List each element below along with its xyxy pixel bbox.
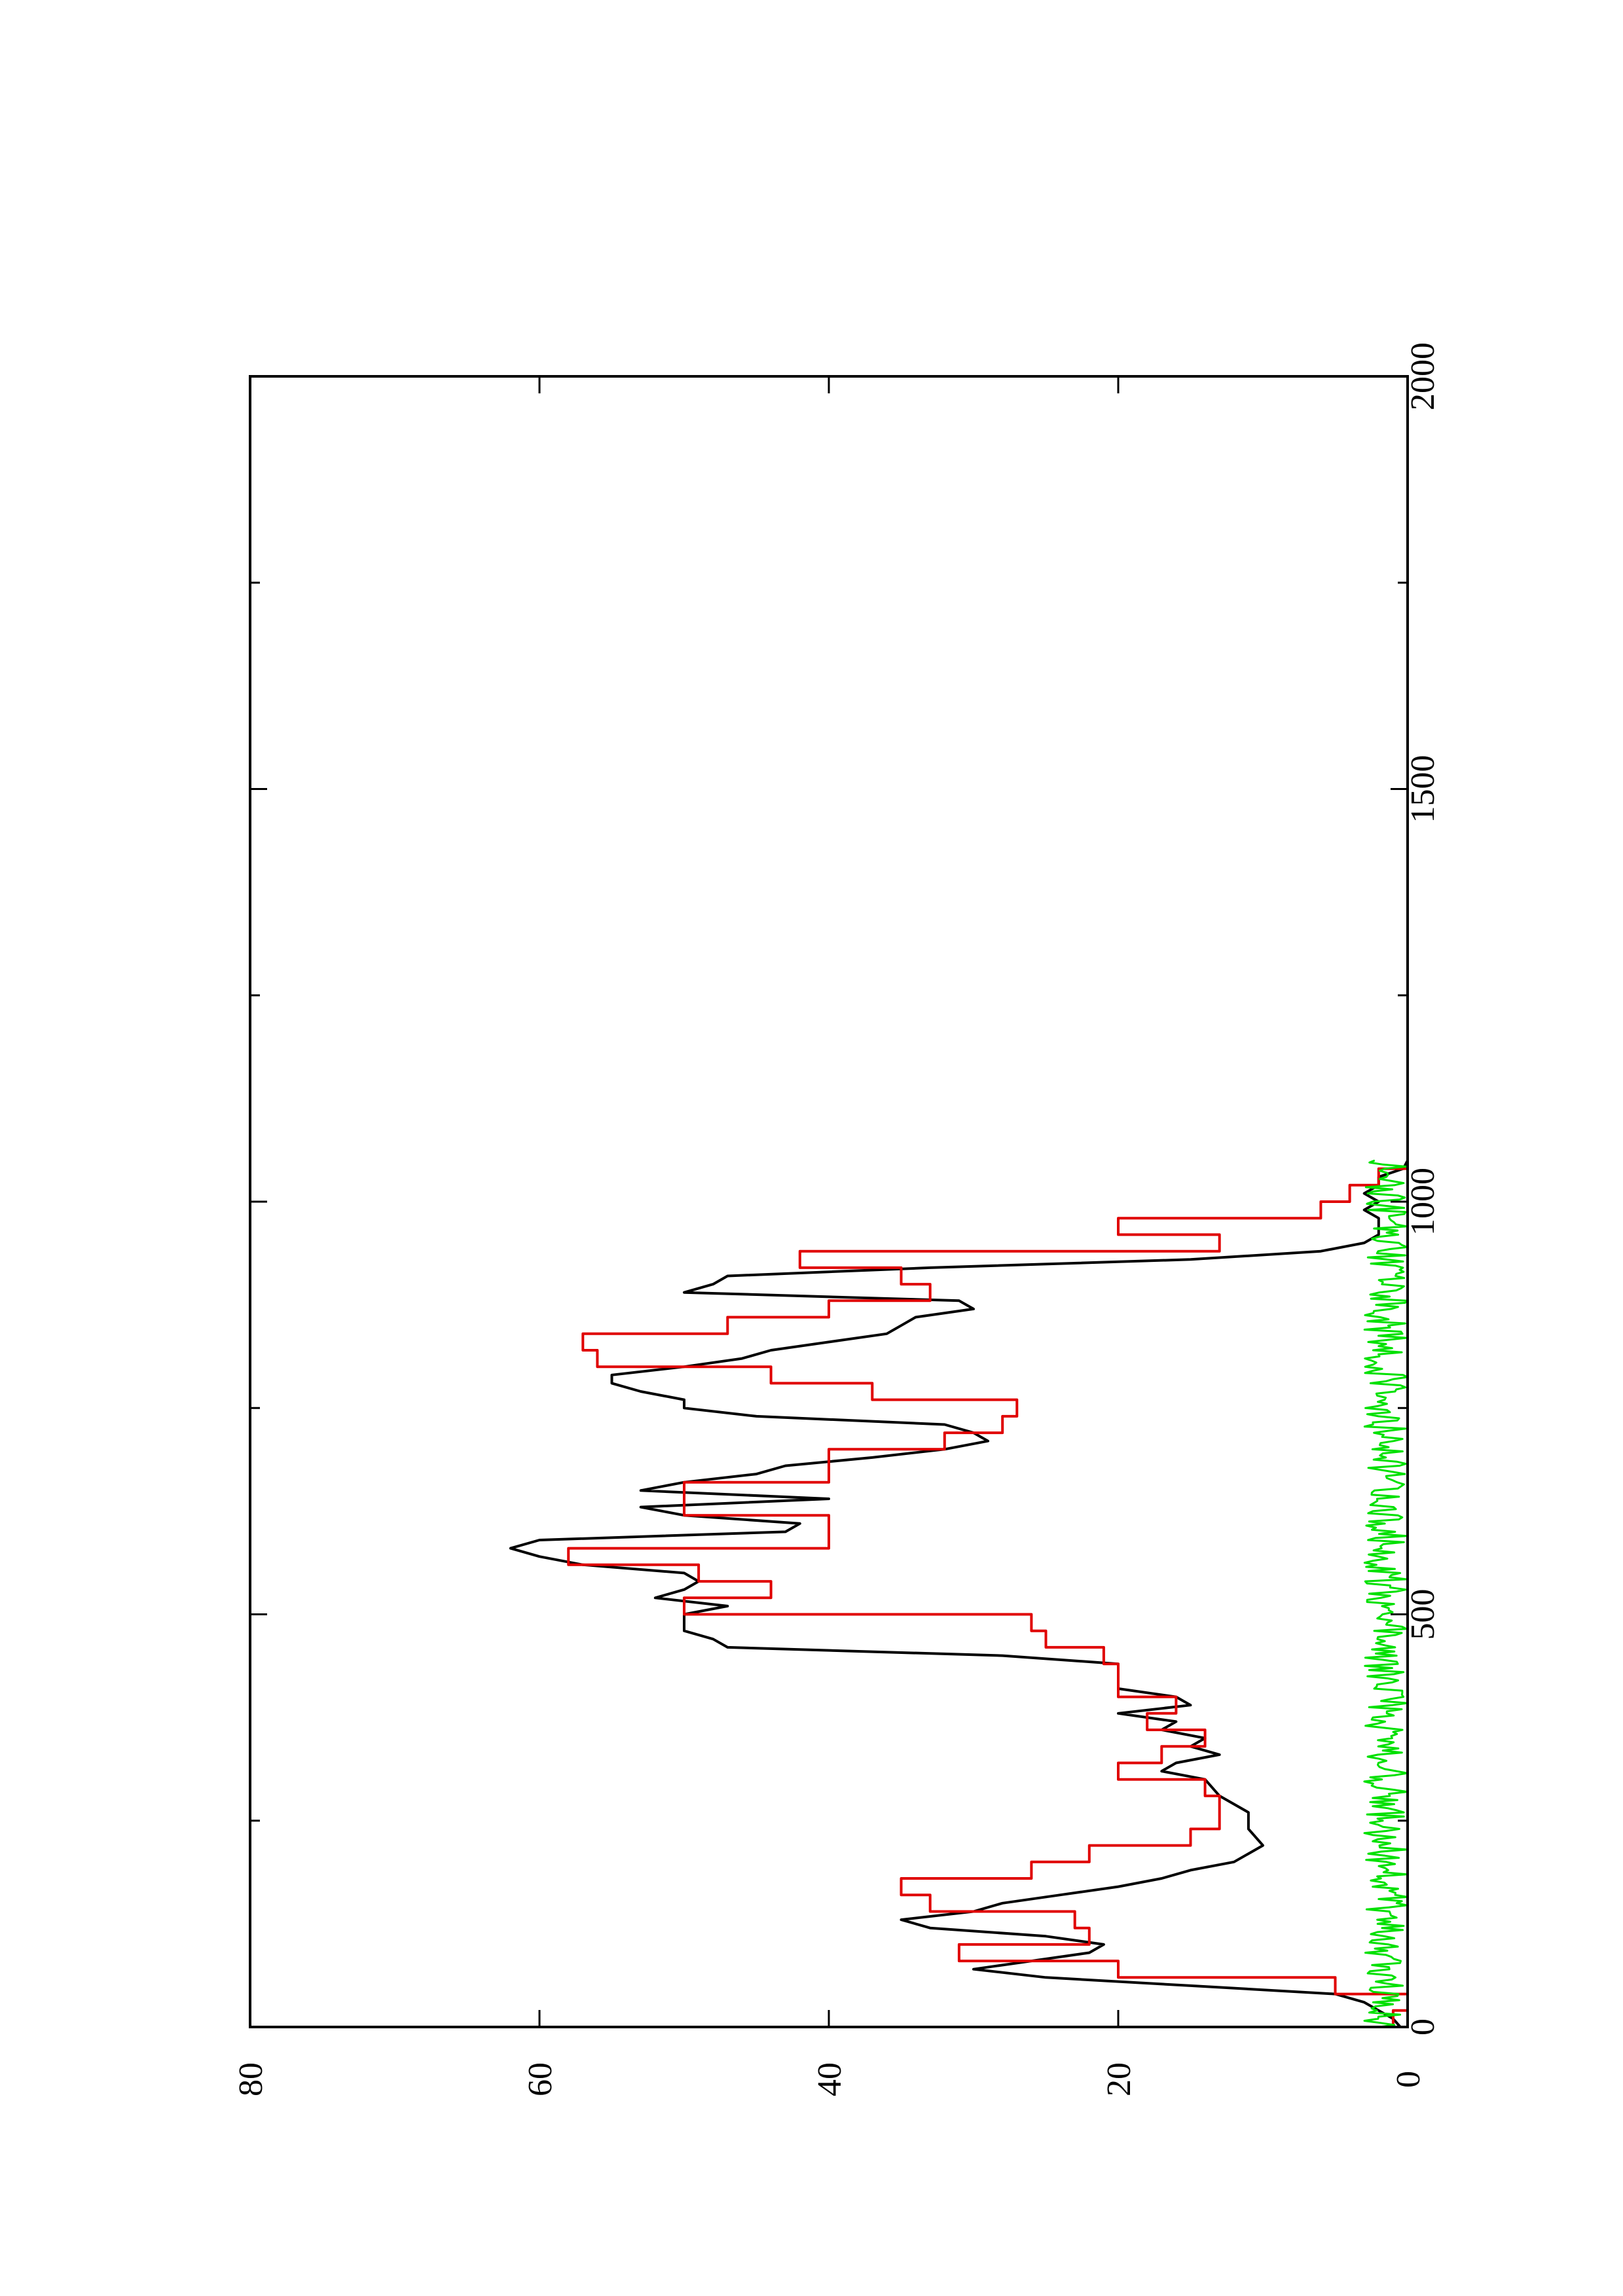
y-tick-label: 60 bbox=[522, 2062, 559, 2096]
series-line-signal bbox=[509, 1160, 1409, 2028]
y-tick-label: 0 bbox=[1390, 2071, 1427, 2088]
y-tick-label: 80 bbox=[232, 2062, 270, 2096]
y-tick-label: 40 bbox=[811, 2062, 848, 2096]
series-line-fit bbox=[567, 1152, 1409, 2027]
y-tick-label: 20 bbox=[1101, 2062, 1138, 2096]
axis-ticks: 0 500 1000 1500 2000 0 20 40 60 80 bbox=[232, 342, 1442, 2096]
x-tick-label: 500 bbox=[1404, 1589, 1442, 1640]
x-tick-label: 1000 bbox=[1404, 1168, 1442, 1236]
plot-area bbox=[509, 1152, 1409, 2028]
series-line-residual bbox=[1363, 1159, 1409, 2028]
x-tick-label: 2000 bbox=[1404, 342, 1442, 410]
x-tick-label: 1500 bbox=[1404, 755, 1442, 823]
x-tick-label: 0 bbox=[1404, 2018, 1442, 2036]
